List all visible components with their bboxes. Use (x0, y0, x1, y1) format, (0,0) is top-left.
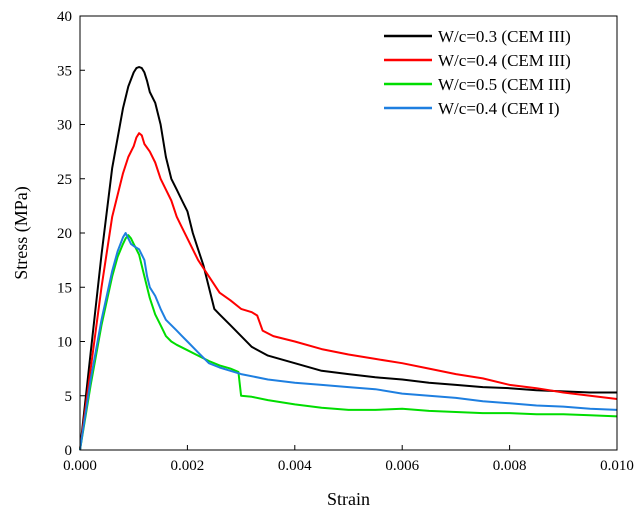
y-tick-label: 40 (57, 9, 72, 25)
x-tick-label: 0.006 (385, 458, 419, 474)
x-tick-label: 0.002 (171, 458, 205, 474)
legend-background (378, 22, 614, 128)
x-tick-label: 0.004 (278, 458, 312, 474)
y-axis-title: Stress (MPa) (11, 186, 32, 280)
legend-items: W/c=0.3 (CEM III) W/c=0.4 (CEM III) W/c=0.… (384, 27, 571, 118)
x-tick-label: 0.010 (600, 458, 634, 474)
y-tick-label: 10 (57, 335, 72, 351)
y-tick-label: 20 (57, 226, 72, 242)
x-tick-label: 0.000 (63, 458, 97, 474)
legend-label-4: W/c=0.4 (CEM I) (438, 99, 559, 118)
legend-label-1: W/c=0.3 (CEM III) (438, 27, 571, 46)
legend: W/c=0.3 (CEM III) W/c=0.4 (CEM III) W/c=0.… (378, 22, 614, 128)
x-axis-title: Strain (327, 489, 370, 509)
plot-frame (79, 15, 618, 451)
y-tick-label: 15 (57, 280, 72, 296)
legend-label-3: W/c=0.5 (CEM III) (438, 75, 571, 94)
y-tick-label: 35 (57, 63, 72, 79)
ticks-layer: 0 5 10 15 20 25 30 35 40 0.000 0.002 0.004 0.006 0.00… (57, 9, 634, 474)
legend-label-2: W/c=0.4 (CEM III) (438, 51, 571, 70)
y-tick-label: 0 (65, 443, 73, 459)
series-line-3 (79, 234, 618, 451)
y-tick-label: 25 (57, 172, 72, 188)
series-line-1 (79, 66, 617, 451)
series-line-2 (79, 132, 618, 451)
y-tick-label: 5 (65, 389, 73, 405)
series-line-4 (79, 232, 618, 451)
x-tick-label: 0.008 (493, 458, 527, 474)
y-tick-label: 30 (57, 118, 72, 134)
series-layer (79, 66, 618, 451)
